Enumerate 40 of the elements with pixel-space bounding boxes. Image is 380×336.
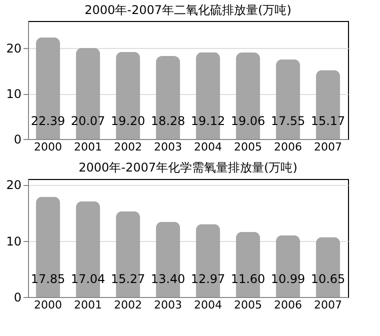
x-tick-label: 2005: [234, 298, 262, 312]
chart-title: 2000年-2007年二氧化硫排放量(万吨): [84, 3, 292, 17]
x-tick-label: 2007: [314, 140, 342, 154]
data-label: 17.04: [70, 272, 106, 286]
data-label: 19.06: [230, 114, 266, 128]
data-label: 18.28: [150, 114, 186, 128]
x-tick-label: 2007: [314, 298, 342, 312]
y-tick-label: 0: [14, 290, 22, 304]
x-tick-label: 2006: [274, 298, 302, 312]
x-tick-label: 2006: [274, 140, 302, 154]
x-tick-label: 2001: [74, 298, 102, 312]
y-tick-label: 10: [6, 234, 22, 248]
x-tick-label: 2003: [154, 298, 182, 312]
data-label: 10.65: [310, 272, 346, 286]
x-tick-label: 2001: [74, 140, 102, 154]
y-tick-label: 20: [6, 178, 22, 192]
x-tick-label: 2003: [154, 140, 182, 154]
data-label: 15.17: [310, 114, 346, 128]
x-tick-label: 2004: [194, 140, 222, 154]
data-label: 17.85: [30, 272, 66, 286]
y-tick-label: 10: [6, 87, 22, 102]
x-tick-label: 2000: [34, 298, 62, 312]
data-label: 11.60: [230, 272, 266, 286]
x-tick-label: 2000: [34, 140, 62, 154]
data-label: 12.97: [190, 272, 226, 286]
x-tick-label: 2002: [114, 140, 142, 154]
data-label: 22.39: [30, 114, 66, 128]
data-label: 17.55: [270, 114, 306, 128]
chart-title: 2000年-2007年化学需氧量排放量(万吨): [78, 160, 298, 175]
data-label: 15.27: [110, 272, 146, 286]
data-label: 19.20: [110, 114, 146, 128]
data-label: 20.07: [70, 114, 106, 128]
y-tick-label: 20: [6, 42, 22, 56]
y-tick-label: 0: [14, 132, 22, 146]
x-tick-label: 2004: [194, 298, 222, 312]
x-tick-label: 2002: [114, 298, 142, 312]
data-label: 10.99: [270, 272, 306, 286]
data-label: 19.12: [190, 114, 226, 128]
data-label: 13.40: [150, 272, 186, 286]
x-tick-label: 2005: [234, 140, 262, 154]
